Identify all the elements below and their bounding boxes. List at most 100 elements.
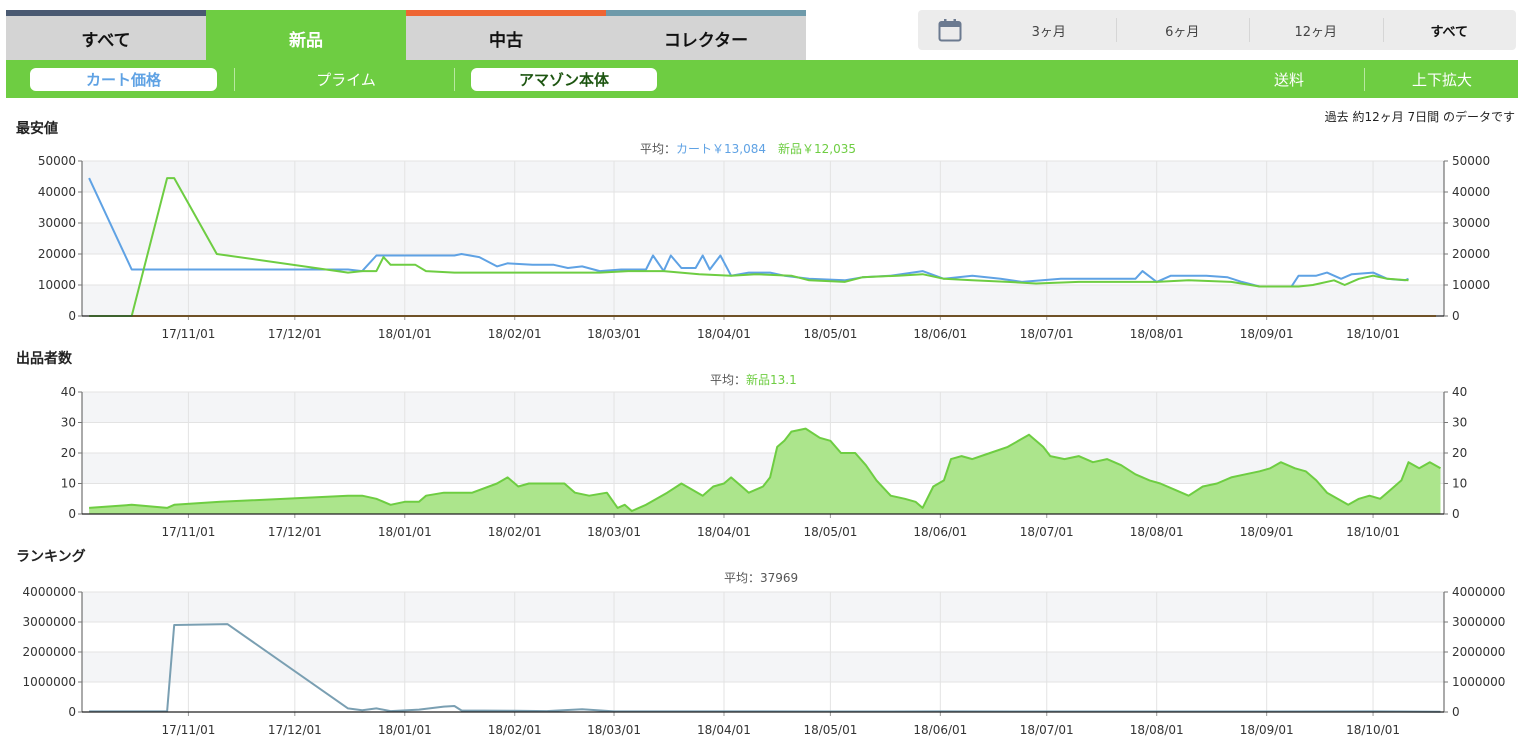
- y-tick-label-left: 0: [68, 705, 76, 719]
- y-tick-label-left: 30: [61, 416, 76, 430]
- x-tick-label: 18/10/01: [1346, 327, 1400, 341]
- x-tick-label: 17/11/01: [161, 723, 215, 737]
- toolbar-divider: [234, 68, 235, 91]
- x-tick-label: 18/09/01: [1240, 327, 1294, 341]
- range-6-months[interactable]: 6ヶ月: [1115, 10, 1250, 50]
- y-tick-label-left: 20: [61, 446, 76, 460]
- condition-tabs: すべて 新品 中古 コレクター: [6, 10, 806, 60]
- y-tick-label-right: 30: [1452, 416, 1467, 430]
- range-selector: 3ヶ月 6ヶ月 12ヶ月 すべて: [918, 10, 1516, 50]
- tab-accent-bar: [6, 10, 206, 16]
- y-tick-label-left: 4000000: [23, 585, 76, 599]
- x-tick-label: 18/06/01: [913, 723, 967, 737]
- x-tick-label: 17/12/01: [268, 327, 322, 341]
- x-tick-label: 18/10/01: [1346, 723, 1400, 737]
- x-tick-label: 18/04/01: [697, 327, 751, 341]
- amazon-toggle[interactable]: アマゾン本体: [471, 68, 657, 91]
- tab-collector[interactable]: コレクター: [606, 10, 806, 60]
- x-tick-label: 18/08/01: [1130, 525, 1184, 539]
- y-tick-label-left: 30000: [38, 216, 76, 230]
- x-tick-label: 18/02/01: [488, 723, 542, 737]
- y-tick-label-right: 3000000: [1452, 615, 1505, 629]
- x-tick-label: 18/05/01: [803, 327, 857, 341]
- cart-price-toggle[interactable]: カート価格: [30, 68, 217, 91]
- x-tick-label: 17/12/01: [268, 723, 322, 737]
- x-tick-label: 18/04/01: [697, 525, 751, 539]
- y-tick-label-left: 50000: [38, 154, 76, 168]
- y-tick-label-right: 4000000: [1452, 585, 1505, 599]
- y-tick-label-left: 10000: [38, 278, 76, 292]
- prime-toggle[interactable]: プライム: [316, 70, 376, 89]
- y-tick-label-left: 0: [68, 309, 76, 323]
- y-tick-label-right: 40: [1452, 385, 1467, 399]
- tab-used[interactable]: 中古: [406, 10, 606, 60]
- y-tick-label-left: 40: [61, 385, 76, 399]
- x-tick-label: 18/01/01: [378, 525, 432, 539]
- x-tick-label: 18/06/01: [913, 525, 967, 539]
- avg-new: 新品13.1: [746, 373, 797, 387]
- y-tick-label-right: 0: [1452, 507, 1460, 521]
- y-tick-label-right: 50000: [1452, 154, 1490, 168]
- y-tick-label-right: 10000: [1452, 278, 1490, 292]
- grid-band: [82, 223, 1444, 254]
- y-tick-label-left: 20000: [38, 247, 76, 261]
- series-toolbar: カート価格 プライム アマゾン本体 送料 上下拡大: [6, 60, 1518, 98]
- x-tick-label: 18/03/01: [587, 525, 641, 539]
- grid-band: [82, 652, 1444, 682]
- x-tick-label: 18/07/01: [1020, 525, 1074, 539]
- tab-label: 中古: [489, 30, 523, 51]
- range-12-months[interactable]: 12ヶ月: [1249, 10, 1383, 50]
- offers-chart: 17/11/01 17/12/01 18/01/01 18/02/01 18/03/01…: [61, 385, 1468, 539]
- x-tick-label: 18/06/01: [913, 327, 967, 341]
- vertical-zoom-toggle[interactable]: 上下拡大: [1411, 70, 1472, 89]
- offers-average: 平均：新品13.1: [710, 371, 797, 388]
- x-tick-label: 18/10/01: [1346, 525, 1400, 539]
- price-chart: 17/11/01 17/12/01 18/01/01 18/02/01 18/03/01…: [38, 154, 1490, 341]
- series-line: [89, 177, 1409, 317]
- tab-accent-bar: [206, 10, 406, 16]
- tab-all[interactable]: すべて: [6, 10, 206, 60]
- calendar-icon[interactable]: [918, 10, 982, 50]
- x-tick-label: 18/03/01: [587, 327, 641, 341]
- toolbar-divider: [454, 68, 455, 91]
- tab-label: 新品: [289, 30, 323, 51]
- x-tick-label: 17/11/01: [161, 525, 215, 539]
- x-tick-label: 18/05/01: [803, 723, 857, 737]
- price-average: 平均：カート￥13,084 新品￥12,035: [640, 140, 856, 157]
- offers-chart-title: 出品者数: [16, 351, 72, 367]
- grid-band: [82, 285, 1444, 316]
- y-tick-label-left: 0: [68, 507, 76, 521]
- y-tick-label-right: 20: [1452, 446, 1467, 460]
- x-tick-label: 18/01/01: [378, 327, 432, 341]
- x-tick-label: 18/08/01: [1130, 723, 1184, 737]
- avg-prefix: 平均：: [710, 373, 747, 387]
- range-3-months[interactable]: 3ヶ月: [1031, 24, 1066, 40]
- ranking-average: 平均：37969: [724, 571, 799, 585]
- tab-label: コレクター: [663, 30, 749, 51]
- x-tick-label: 18/07/01: [1020, 327, 1074, 341]
- tab-accent-bar: [606, 10, 806, 16]
- tab-new[interactable]: 新品: [206, 10, 406, 60]
- grid-band: [82, 392, 1444, 423]
- ranking-chart-title: ランキング: [16, 549, 86, 565]
- y-tick-label-right: 1000000: [1452, 675, 1505, 689]
- x-tick-label: 17/11/01: [161, 327, 215, 341]
- x-tick-label: 18/09/01: [1240, 525, 1294, 539]
- x-tick-label: 17/12/01: [268, 525, 322, 539]
- x-tick-label: 18/01/01: [378, 723, 432, 737]
- y-tick-label-right: 2000000: [1452, 645, 1505, 659]
- shipping-toggle[interactable]: 送料: [1273, 70, 1304, 89]
- x-tick-label: 18/02/01: [488, 525, 542, 539]
- price-chart-title: 最安値: [16, 121, 58, 137]
- y-tick-label-right: 0: [1452, 309, 1460, 323]
- y-tick-label-left: 1000000: [23, 675, 76, 689]
- avg-new: 新品￥12,035: [778, 142, 857, 156]
- y-tick-label-right: 40000: [1452, 185, 1490, 199]
- series-area: [89, 428, 1441, 514]
- x-tick-label: 18/05/01: [803, 525, 857, 539]
- grid-band: [82, 592, 1444, 622]
- range-all[interactable]: すべて: [1382, 10, 1517, 50]
- y-tick-label-right: 0: [1452, 705, 1460, 719]
- grid-band: [82, 453, 1444, 484]
